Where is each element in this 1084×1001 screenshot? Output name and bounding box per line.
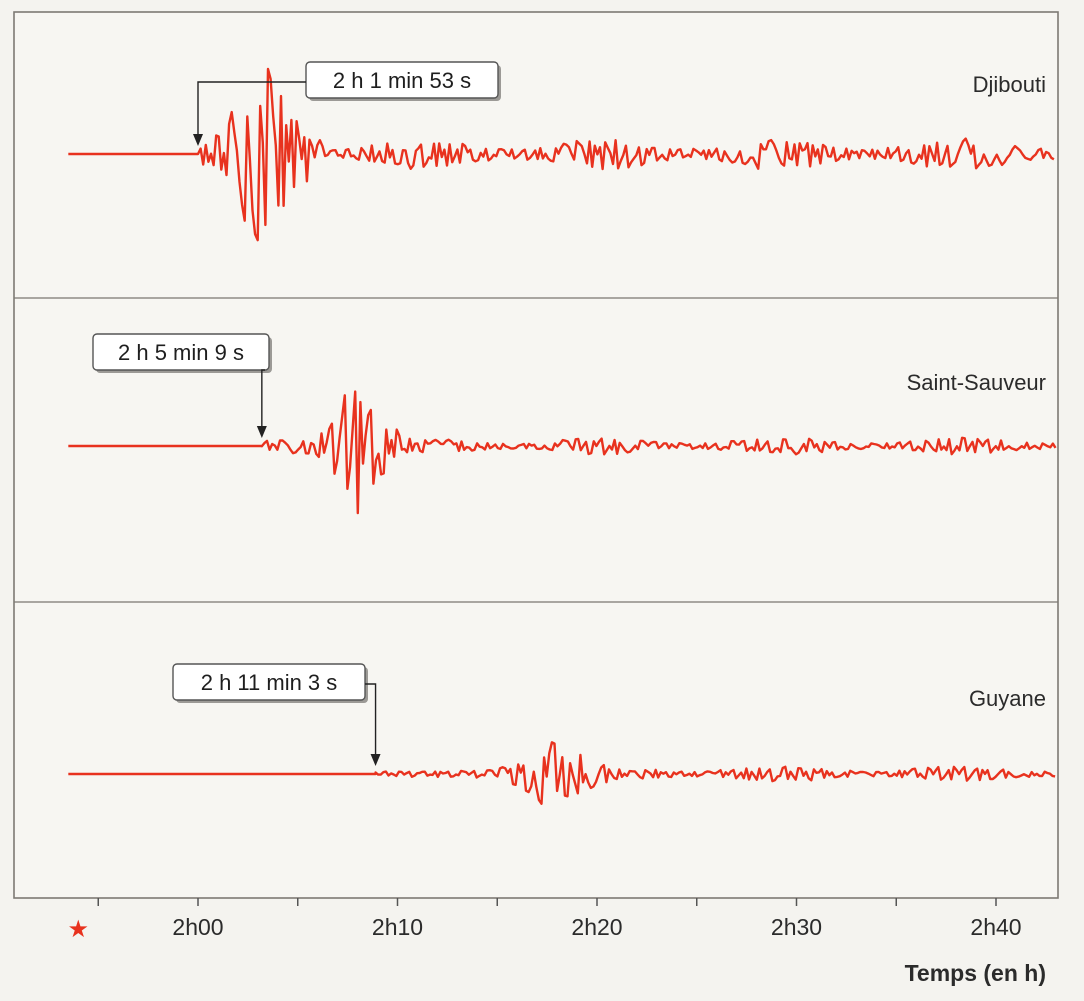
arrival-time-label: 2 h 5 min 9 s xyxy=(118,340,244,365)
station-label: Saint-Sauveur xyxy=(907,370,1046,395)
x-tick-label: 2h40 xyxy=(970,914,1021,940)
arrow-head xyxy=(370,754,381,766)
arrival-callout xyxy=(92,333,270,371)
arrival-callout xyxy=(172,663,366,701)
x-axis-title: Temps (en h) xyxy=(905,960,1046,986)
arrival-time-label: 2 h 1 min 53 s xyxy=(333,68,471,93)
plot-area xyxy=(14,12,1058,898)
arrival-arrow xyxy=(261,369,265,434)
x-tick-label: 2h20 xyxy=(571,914,622,940)
arrow-head xyxy=(256,426,267,438)
station-label: Djibouti xyxy=(973,72,1046,97)
station-label: Guyane xyxy=(969,686,1046,711)
earthquake-origin-star-icon: ★ xyxy=(68,916,90,943)
x-tick-label: 2h10 xyxy=(372,914,423,940)
label-layer: Djibouti 2 h 1 min 53 s Saint-Sauveur 2 h 5… xyxy=(92,61,1046,766)
seismogram-trace-saint-sauveur xyxy=(68,390,1057,515)
arrival-arrow xyxy=(365,683,377,762)
x-tick-label: 2h00 xyxy=(172,914,223,940)
seismogram-trace-djibouti xyxy=(68,67,1055,242)
arrival-time-label: 2 h 11 min 3 s xyxy=(201,670,338,695)
arrival-arrow xyxy=(197,81,306,142)
arrival-callout xyxy=(305,61,499,99)
axis-layer: Temps (en h) 2h00 2h10 2h20 2h30 2h40 ★ xyxy=(68,898,1046,986)
x-tick-label: 2h30 xyxy=(771,914,822,940)
arrow-head xyxy=(193,134,203,146)
seismogram-trace-guyane xyxy=(68,741,1056,805)
trace-layer xyxy=(68,67,1057,805)
panel-layer xyxy=(13,11,1059,899)
plot-frame xyxy=(13,11,1059,899)
